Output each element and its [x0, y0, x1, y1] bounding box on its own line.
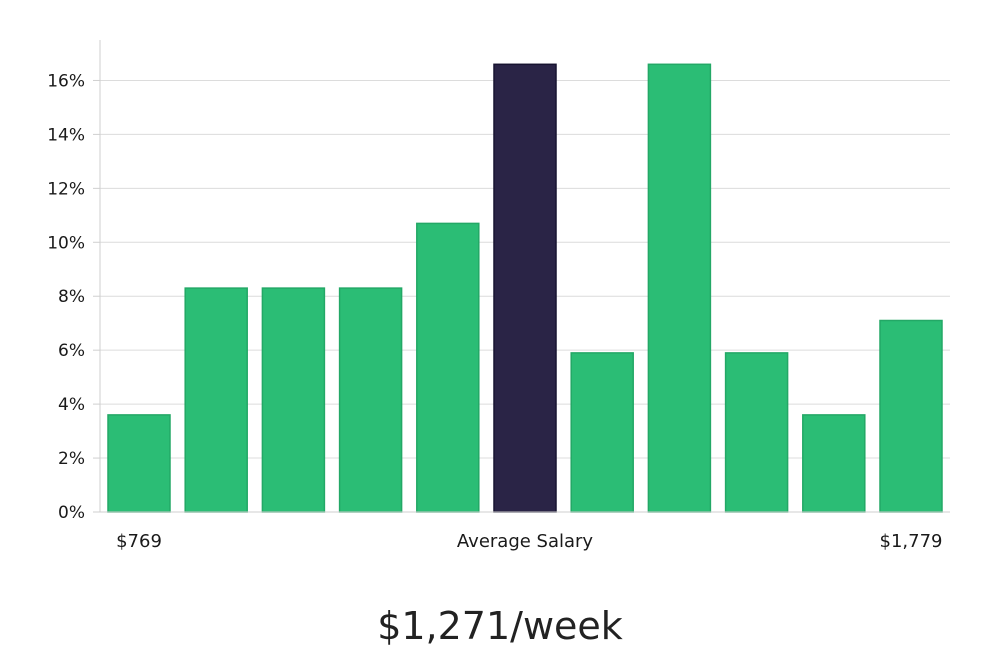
bar [570, 352, 634, 513]
y-tick-label: 6% [58, 341, 85, 361]
bar [879, 319, 943, 513]
y-tick-label: 10% [47, 233, 85, 253]
y-tick-label: 4% [58, 395, 85, 415]
bar [107, 414, 171, 513]
bar [724, 352, 789, 513]
average-salary-value: $1,271/week [377, 604, 623, 648]
bar [416, 222, 480, 513]
x-label-average: Average Salary [457, 531, 594, 552]
x-axis-labels: $769 Average Salary $1,779 [116, 531, 942, 552]
y-tick-label: 12% [47, 179, 85, 199]
y-tick-label: 2% [58, 449, 85, 469]
bar [184, 287, 248, 513]
y-tick-label: 16% [47, 71, 85, 91]
y-tick-label: 8% [58, 287, 85, 307]
y-tick-label: 14% [47, 125, 85, 145]
y-tick-label: 0% [58, 503, 85, 523]
bar [261, 287, 326, 513]
x-label-max: $1,779 [880, 531, 943, 552]
bars [107, 63, 943, 513]
bar-average-salary [493, 63, 557, 513]
bar [802, 414, 866, 513]
bar [338, 287, 403, 513]
y-axis-ticks: 0% 2% 4% 6% 8% 10% 12% 14% 16% [47, 71, 100, 523]
x-label-min: $769 [116, 531, 162, 552]
bar [647, 63, 712, 513]
